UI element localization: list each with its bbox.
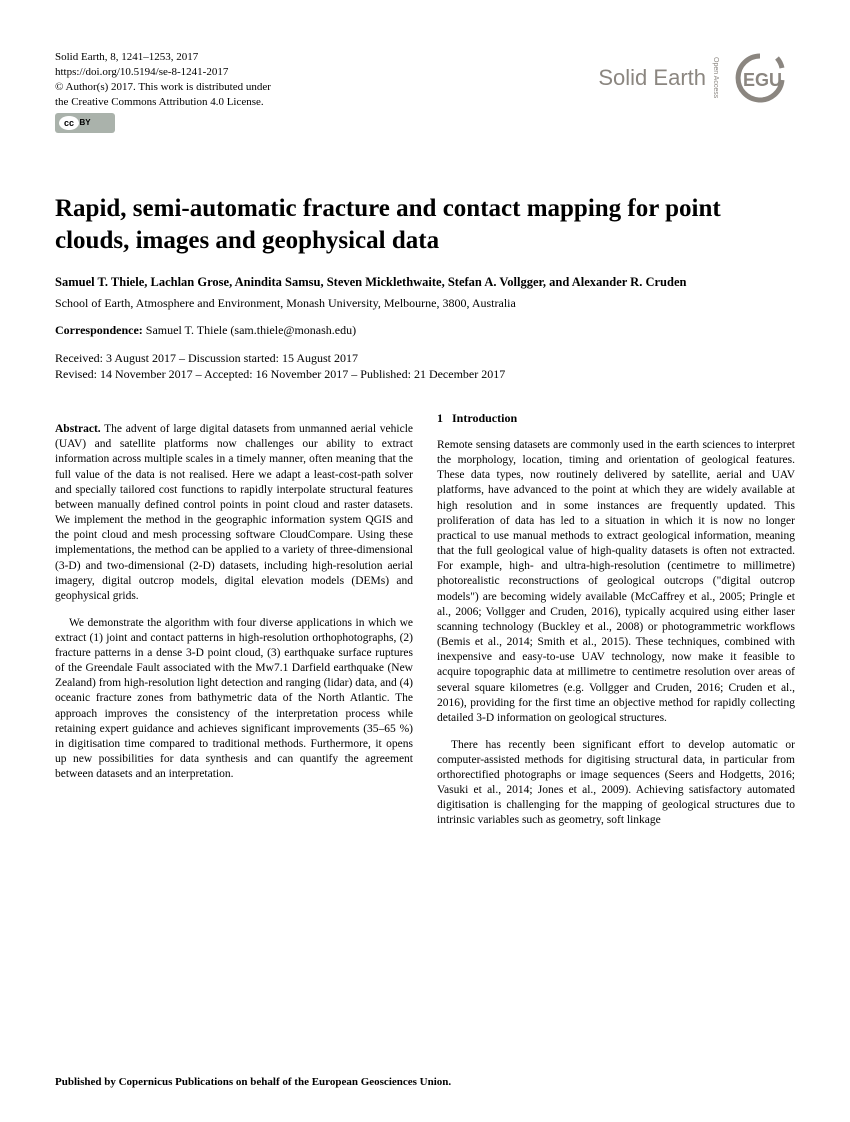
journal-brand-block: Solid Earth Open Access EGU bbox=[598, 50, 795, 106]
section1-heading: 1 Introduction bbox=[437, 411, 795, 427]
journal-ref: Solid Earth, 8, 1241–1253, 2017 bbox=[55, 50, 271, 65]
author-list: Samuel T. Thiele, Lachlan Grose, Anindit… bbox=[55, 274, 795, 290]
dates-line1: Received: 3 August 2017 – Discussion sta… bbox=[55, 350, 795, 366]
paper-title: Rapid, semi-automatic fracture and conta… bbox=[55, 193, 795, 256]
copyright-line: © Author(s) 2017. This work is distribut… bbox=[55, 80, 271, 95]
article-dates: Received: 3 August 2017 – Discussion sta… bbox=[55, 350, 795, 382]
section1-num: 1 bbox=[437, 411, 443, 425]
abstract-label: Abstract. bbox=[55, 423, 101, 435]
section1-title: Introduction bbox=[452, 411, 517, 425]
left-column: Abstract. The advent of large digital da… bbox=[55, 411, 413, 841]
abstract-text1: The advent of large digital datasets fro… bbox=[55, 423, 413, 602]
svg-text:EGU: EGU bbox=[743, 70, 782, 90]
doi-link: https://doi.org/10.5194/se-8-1241-2017 bbox=[55, 65, 271, 80]
open-access-label: Open Access bbox=[712, 57, 719, 98]
intro-para2: There has recently been significant effo… bbox=[437, 738, 795, 829]
abstract-para1: Abstract. The advent of large digital da… bbox=[55, 422, 413, 604]
dates-line2: Revised: 14 November 2017 – Accepted: 16… bbox=[55, 366, 795, 382]
license-line: the Creative Commons Attribution 4.0 Lic… bbox=[55, 95, 271, 110]
egu-logo-icon: EGU bbox=[725, 50, 795, 106]
page-header: Solid Earth, 8, 1241–1253, 2017 https://… bbox=[55, 50, 795, 133]
correspondence-label: Correspondence: bbox=[55, 323, 143, 337]
intro-para1: Remote sensing datasets are commonly use… bbox=[437, 438, 795, 726]
affiliation: School of Earth, Atmosphere and Environm… bbox=[55, 296, 795, 311]
cc-license-badge: BY bbox=[55, 113, 115, 133]
header-meta: Solid Earth, 8, 1241–1253, 2017 https://… bbox=[55, 50, 271, 133]
page-footer: Published by Copernicus Publications on … bbox=[55, 1076, 451, 1088]
correspondence-value: Samuel T. Thiele (sam.thiele@monash.edu) bbox=[146, 323, 356, 337]
body-columns: Abstract. The advent of large digital da… bbox=[55, 411, 795, 841]
abstract-para2: We demonstrate the algorithm with four d… bbox=[55, 616, 413, 783]
journal-brand-name: Solid Earth bbox=[598, 65, 706, 91]
correspondence-line: Correspondence: Samuel T. Thiele (sam.th… bbox=[55, 323, 795, 338]
right-column: 1 Introduction Remote sensing datasets a… bbox=[437, 411, 795, 841]
